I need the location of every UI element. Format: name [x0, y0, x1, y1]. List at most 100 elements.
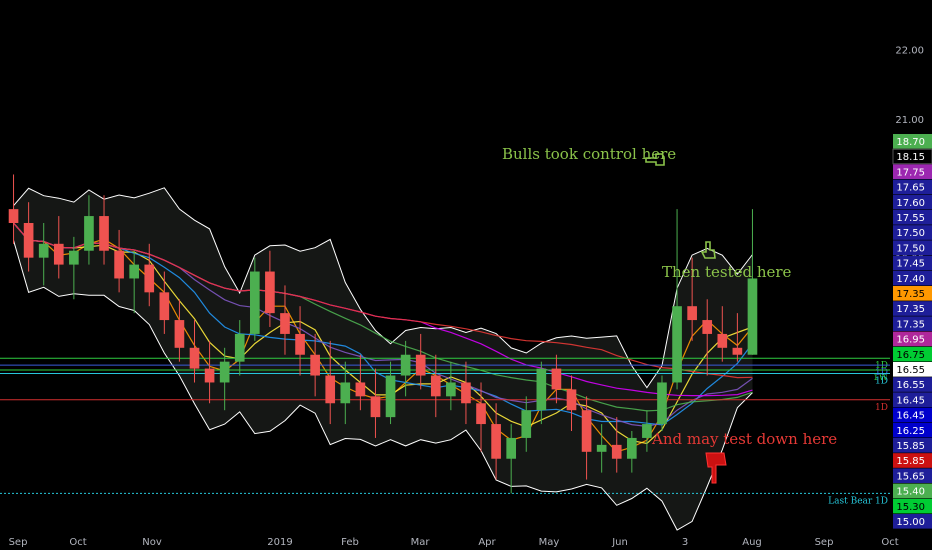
candle-body: [144, 264, 155, 293]
annotation-bulls-text: Bulls took control here: [502, 145, 676, 163]
candle-body: [265, 271, 275, 314]
candle-body: [189, 347, 200, 369]
price-tag-label: 16.25: [896, 426, 925, 437]
candle-body: [370, 396, 381, 418]
price-tag: [893, 514, 932, 529]
candle-body: [596, 444, 607, 452]
x-tick-label: Oct: [69, 537, 86, 548]
pointing-hand-down-icon: [705, 452, 727, 484]
candle-body: [476, 403, 486, 425]
price-tag-label: 17.35: [896, 289, 925, 300]
price-tag-label: 17.50: [896, 228, 925, 239]
candle-body: [234, 333, 245, 362]
price-tag: [893, 453, 932, 468]
level-label: 1D: [875, 403, 888, 413]
candle-body: [415, 354, 426, 376]
candle-body: [53, 243, 64, 265]
price-tag: [893, 483, 932, 499]
candle-body: [280, 313, 290, 334]
price-tag-label: 17.40: [896, 274, 925, 285]
bollinger-fill: [13, 187, 753, 531]
price-tag-label: 17.45: [896, 259, 925, 270]
candle-body: [219, 361, 230, 383]
price-tag: [893, 422, 932, 438]
y-tick-label: 22.00: [895, 46, 924, 57]
ma-red: [13, 222, 753, 379]
price-tag-label: 17.35: [896, 304, 925, 315]
x-tick-label: Oct: [881, 537, 898, 548]
x-tick-label: 3: [682, 537, 688, 548]
ma-medium: [13, 222, 753, 426]
candle-body: [310, 354, 320, 376]
price-tag: [893, 468, 932, 483]
price-tag-label: 17.60: [896, 198, 925, 209]
annotation-down-text: And may test down here: [651, 430, 837, 448]
price-tag: [893, 134, 932, 149]
price-tag: [893, 255, 932, 271]
candle-body: [84, 216, 94, 251]
candle-body: [114, 250, 124, 279]
price-tag: [893, 270, 932, 286]
price-tag-label: 16.45: [896, 411, 925, 422]
x-tick-label: Sep: [815, 537, 834, 548]
price-tag: [893, 346, 932, 362]
price-tag-label: 15.40: [896, 487, 925, 498]
pointing-hand-up-icon: [700, 241, 716, 259]
candle-body: [717, 333, 728, 348]
level-label: 1D: [875, 361, 888, 371]
price-tag-label: 15.65: [896, 471, 925, 482]
candle-body: [506, 437, 517, 459]
candle-body: [23, 223, 34, 258]
level-label: Last Bear 1D: [828, 496, 888, 506]
price-tag-label: 15.00: [896, 517, 925, 528]
x-tick-label: Nov: [142, 537, 162, 548]
price-tag: [892, 148, 932, 165]
candle-body: [551, 368, 562, 390]
candle-body: [566, 389, 577, 411]
price-tag-label: 16.75: [896, 350, 925, 361]
price-tag-label: 15.85: [896, 456, 925, 467]
price-tag: [893, 240, 932, 255]
candle-body: [159, 292, 170, 321]
price-tag: [893, 164, 932, 179]
price-tag: [893, 392, 932, 407]
level-label: 1W: [873, 373, 889, 383]
candle-body: [8, 209, 19, 223]
bollinger-lower: [13, 240, 753, 531]
candle-body: [491, 424, 501, 459]
candle-body: [249, 271, 260, 334]
candle-body: [687, 306, 697, 321]
price-tag-label: 16.55: [896, 380, 925, 391]
price-tag: [893, 331, 932, 347]
candle-body: [38, 243, 49, 258]
candle-body: [702, 320, 713, 334]
price-tag: [893, 210, 932, 225]
price-tag-label: 16.55: [896, 365, 925, 376]
candle-body: [204, 368, 215, 383]
candle-body: [385, 375, 396, 418]
x-tick-label: Sep: [9, 537, 28, 548]
level-label: 1D: [875, 376, 888, 386]
x-tick-label: Feb: [341, 537, 359, 548]
candle-body: [174, 320, 185, 348]
price-tag-label: 15.30: [896, 502, 925, 513]
x-tick-label: 2019: [267, 537, 292, 548]
annotation-tested-text: Then tested here: [662, 263, 792, 281]
candle-body: [732, 347, 743, 355]
price-tag-label: 18.15: [896, 152, 925, 163]
price-tag: [893, 194, 932, 210]
price-tag-label: 16.95: [896, 335, 925, 346]
pointing-hand-left-icon: [645, 153, 665, 166]
candle-body: [581, 410, 592, 452]
candle-body: [129, 264, 140, 279]
candlestick-series: [8, 174, 758, 494]
x-tick-label: Aug: [742, 537, 762, 548]
x-tick-label: Apr: [478, 537, 496, 548]
price-tag-label: 18.70: [896, 137, 925, 148]
candle-body: [446, 382, 456, 397]
candle-body: [355, 382, 366, 397]
candle-body: [672, 306, 682, 383]
candle-body: [430, 375, 441, 397]
